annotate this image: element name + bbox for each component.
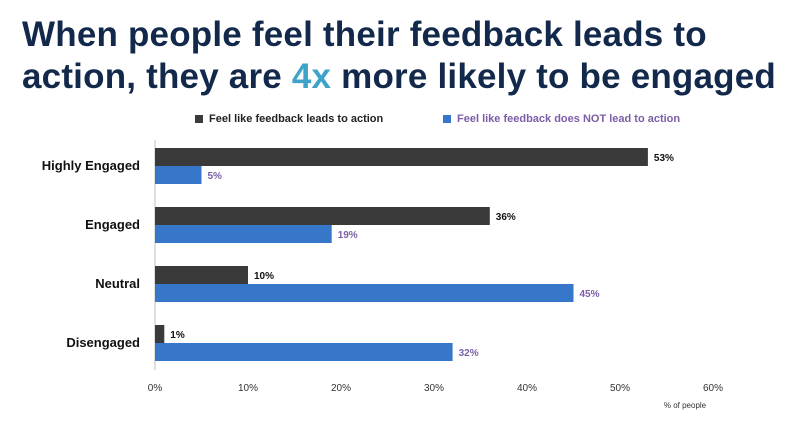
x-tick-label: 50% xyxy=(610,383,630,394)
title-line-2-end: more likely to be engaged xyxy=(331,57,777,96)
chart-legend: Feel like feedback leads to action Feel … xyxy=(0,113,800,129)
data-label: 45% xyxy=(580,289,600,300)
x-tick-label: 10% xyxy=(238,383,258,394)
legend-item-series-1: Feel like feedback leads to action xyxy=(195,113,383,125)
legend-item-series-2: Feel like feedback does NOT lead to acti… xyxy=(443,113,680,125)
x-tick-label: 40% xyxy=(517,383,537,394)
bar-series-1 xyxy=(155,207,490,225)
chart-title: When people feel their feedback leads to… xyxy=(22,14,792,98)
legend-swatch-series-2 xyxy=(443,115,451,123)
title-line-2: action, they are 4x more likely to be en… xyxy=(22,56,792,98)
title-line-2-start: action, they are xyxy=(22,57,292,96)
title-line-1: When people feel their feedback leads to xyxy=(22,15,707,54)
bar-series-1 xyxy=(155,325,165,343)
title-accent-4x: 4x xyxy=(291,57,332,96)
data-label: 32% xyxy=(459,348,479,359)
category-label: Highly Engaged xyxy=(42,158,140,173)
category-label: Disengaged xyxy=(66,335,140,350)
bar-series-2 xyxy=(155,284,574,302)
data-label: 5% xyxy=(208,171,223,182)
data-label: 36% xyxy=(496,212,516,223)
legend-label-series-2: Feel like feedback does NOT lead to acti… xyxy=(457,113,681,125)
x-tick-label: 0% xyxy=(148,383,163,394)
x-axis-label: % of people xyxy=(664,401,707,410)
category-label: Engaged xyxy=(85,217,140,232)
category-label: Neutral xyxy=(95,276,140,291)
x-tick-label: 30% xyxy=(424,383,444,394)
legend-label-series-1: Feel like feedback leads to action xyxy=(209,113,384,125)
x-tick-label: 60% xyxy=(703,383,723,394)
data-label: 10% xyxy=(254,271,274,282)
legend-swatch-series-1 xyxy=(195,115,203,123)
bar-series-2 xyxy=(155,166,202,184)
bar-series-2 xyxy=(155,225,332,243)
bar-series-1 xyxy=(155,266,248,284)
data-label: 1% xyxy=(170,330,185,341)
data-label: 19% xyxy=(338,230,358,241)
x-tick-label: 20% xyxy=(331,383,351,394)
bar-series-2 xyxy=(155,343,453,361)
bar-series-1 xyxy=(155,148,648,166)
data-label: 53% xyxy=(654,153,674,164)
